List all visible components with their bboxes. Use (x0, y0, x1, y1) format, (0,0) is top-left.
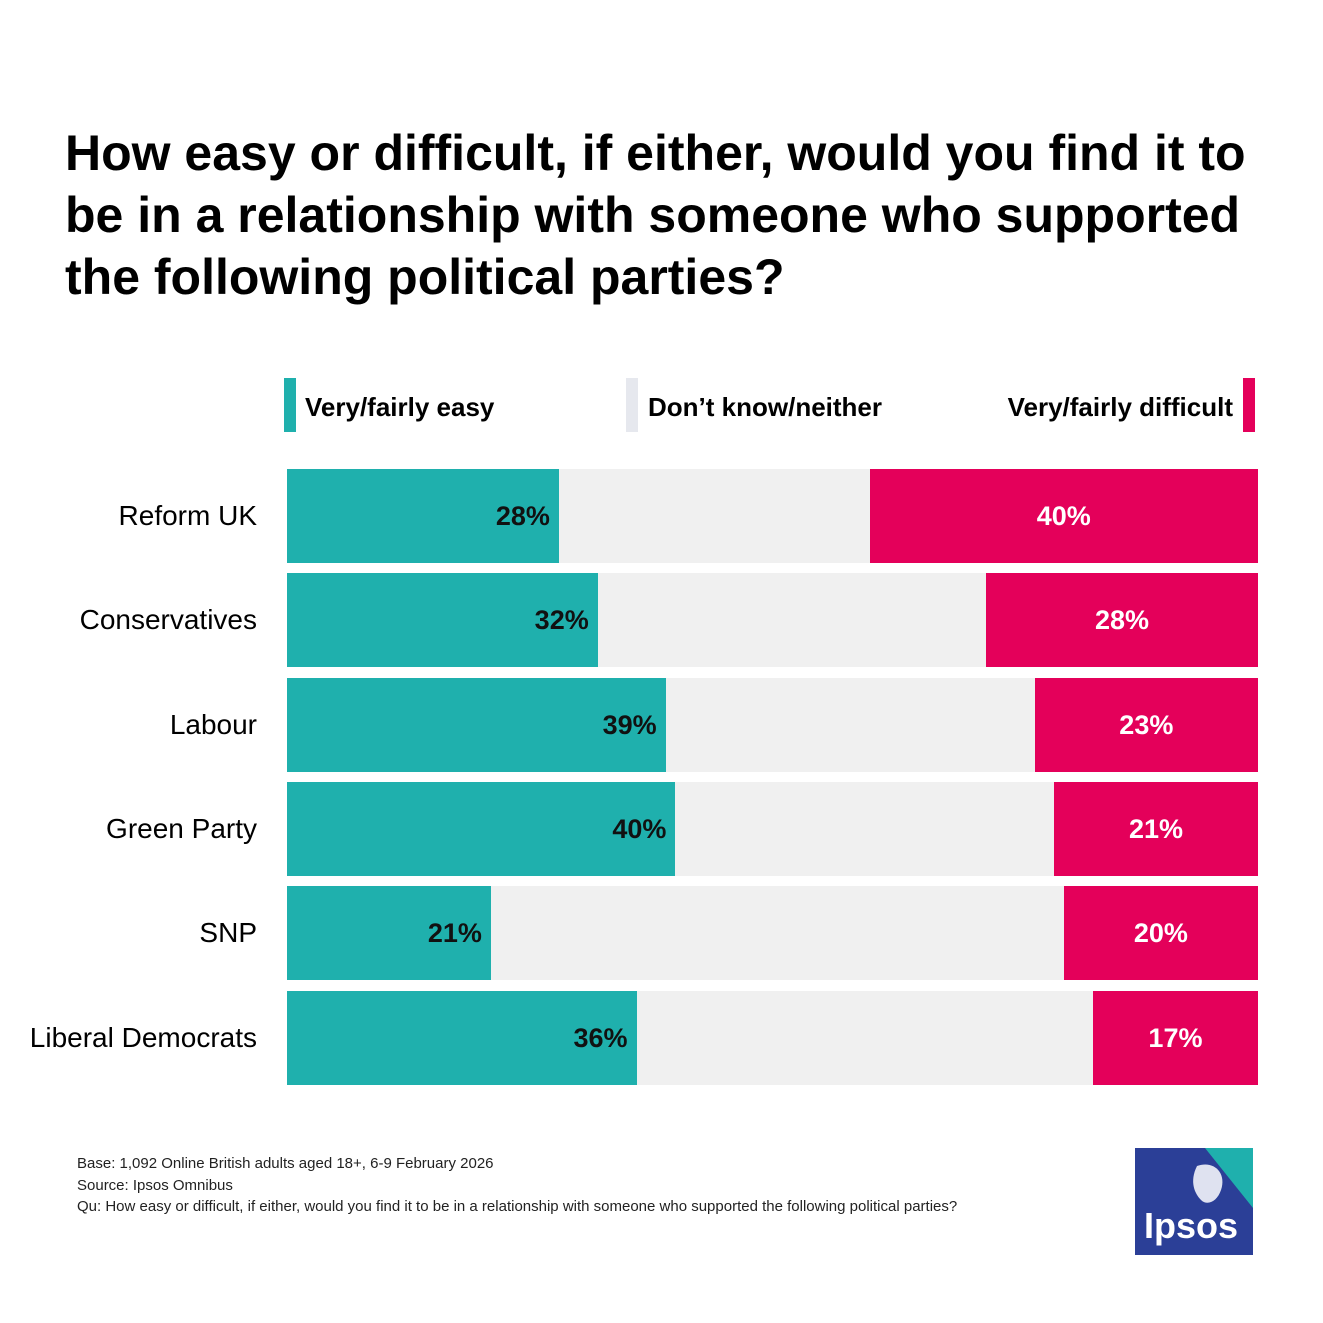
footnote: Qu: How easy or difficult, if either, wo… (77, 1198, 958, 1215)
bar-segment (1063, 886, 1258, 981)
bar-segment (287, 573, 598, 668)
logo: Ipsos (1135, 1148, 1253, 1255)
bar-segment (665, 677, 1035, 772)
value-label: 20% (1133, 918, 1188, 949)
value-label: 23% (1119, 709, 1174, 740)
value-label: 40% (612, 813, 667, 844)
bar-segment (675, 781, 1055, 876)
category-label: Reform UK (118, 500, 257, 531)
legend-marker (1243, 378, 1255, 432)
bar-segment (869, 469, 1258, 563)
legend-marker (284, 378, 296, 432)
value-label: 21% (427, 918, 482, 949)
legend-marker (626, 378, 638, 432)
footnote: Source: Ipsos Omnibus (77, 1176, 233, 1194)
bar-segment (287, 781, 676, 876)
chart-title: How easy or difficult, if either, would … (65, 125, 1246, 305)
category-label: Green Party (106, 812, 257, 844)
bar-segment (986, 573, 1258, 668)
bar-segment (597, 573, 987, 668)
bar-segment (490, 886, 1064, 981)
logo-accent (1205, 1148, 1253, 1208)
bar-segment (287, 469, 559, 563)
bar-segment (1092, 990, 1258, 1085)
value-label: 32% (534, 605, 589, 636)
logo-text: Ipsos (1144, 1205, 1238, 1246)
category-label: Liberal Democrats (29, 1021, 257, 1053)
legend-label: Don’t know/neither (648, 392, 882, 422)
bar-segment (636, 990, 1093, 1085)
logo-figure (1193, 1164, 1223, 1203)
value-label: 40% (1036, 501, 1091, 531)
bar-segment (1054, 781, 1258, 876)
value-label: 28% (495, 501, 550, 531)
bar-segment (287, 677, 666, 772)
bar-segment (287, 990, 637, 1085)
category-label: SNP (199, 917, 257, 949)
legend-label: Very/fairly easy (305, 392, 495, 422)
category-label: Labour (169, 708, 257, 740)
legend-label: Very/fairly difficult (1007, 392, 1233, 422)
bar-segment (1034, 677, 1258, 772)
value-label: 21% (1129, 813, 1184, 844)
value-label: 28% (1095, 605, 1150, 636)
value-label: 36% (573, 1022, 628, 1053)
bar-segment (287, 886, 491, 981)
category-label: Conservatives (79, 604, 257, 636)
value-label: 39% (602, 709, 657, 740)
footnote: Base: 1,092 Online British adults aged 1… (77, 1155, 494, 1172)
value-label: 17% (1148, 1022, 1203, 1053)
bar-segment (558, 469, 870, 563)
